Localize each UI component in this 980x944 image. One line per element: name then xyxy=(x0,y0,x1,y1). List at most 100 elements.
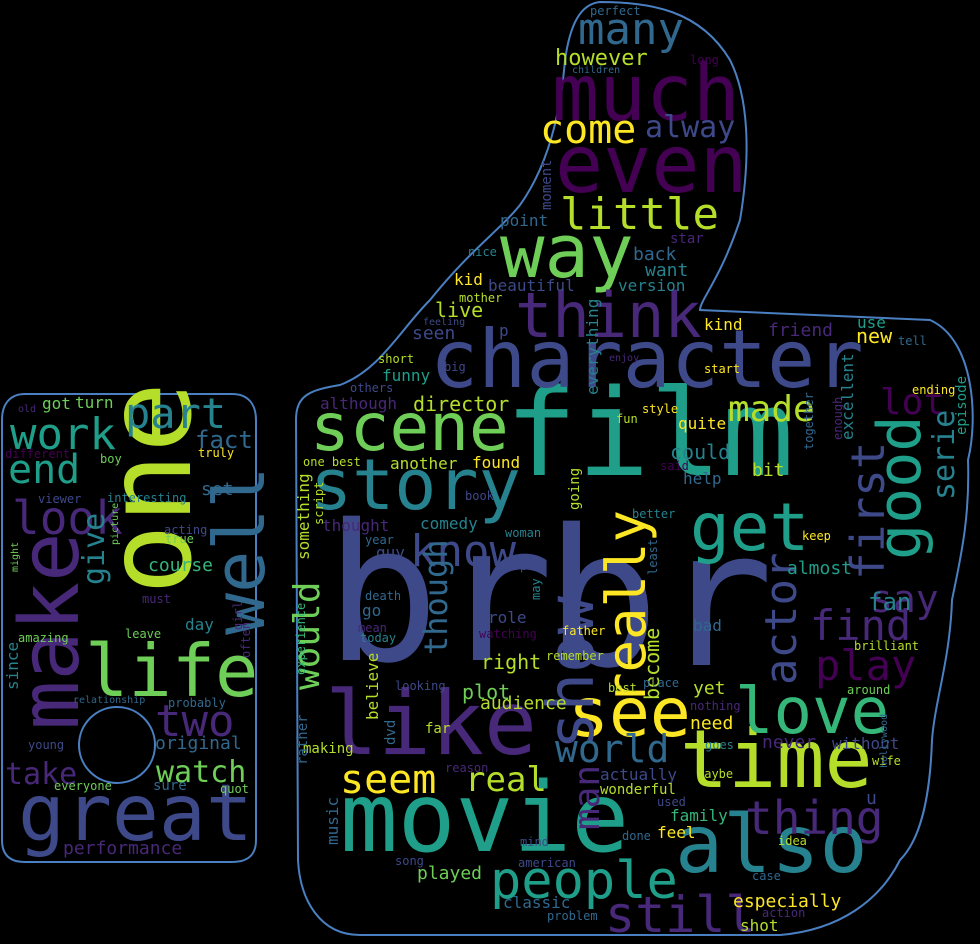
cloud-word-might: might xyxy=(10,541,21,572)
cloud-word-going: going xyxy=(567,467,583,510)
cloud-word-br2: br xyxy=(545,489,774,710)
cloud-word-u: u xyxy=(866,788,877,809)
cloud-word-believe: believe xyxy=(363,652,382,720)
cloud-word-beautiful: beautiful xyxy=(488,276,575,295)
cloud-word-seen: seen xyxy=(412,323,456,344)
cloud-word-look: look xyxy=(12,491,123,545)
cloud-word-together: together xyxy=(802,392,816,450)
cloud-word-fact: fact xyxy=(195,426,253,454)
cloud-word-truly: truly xyxy=(198,446,235,460)
cloud-word-picture: picture xyxy=(110,502,121,545)
cloud-word-played: played xyxy=(417,863,483,884)
cloud-word-sure: sure xyxy=(153,778,187,794)
cloud-word-style: style xyxy=(642,402,679,416)
cloud-word-funny: funny xyxy=(382,366,431,385)
cloud-word-looking: looking xyxy=(395,679,446,693)
cloud-word-scene: scene xyxy=(310,389,509,466)
cloud-word-maybe: maybe xyxy=(697,767,734,781)
cloud-word-tell: tell xyxy=(898,334,927,348)
cloud-word-old: old xyxy=(18,404,37,415)
cloud-word-little: little xyxy=(560,189,719,240)
cloud-word-turn: turn xyxy=(75,393,114,412)
cloud-word-love: love xyxy=(735,675,890,749)
cloud-word-family: family xyxy=(670,806,728,825)
cloud-word-bad: bad xyxy=(693,616,722,635)
cloud-word-many: many xyxy=(578,4,684,55)
cloud-word-know: know xyxy=(410,526,516,577)
cloud-word-feeling: feeling xyxy=(423,317,466,328)
thumb-hand-outline xyxy=(294,0,974,936)
cloud-word-thing: thing xyxy=(745,791,884,845)
cloud-word-life: life xyxy=(85,629,259,713)
cloud-word-fan: fan xyxy=(868,588,912,616)
cloud-word-right: right xyxy=(481,650,542,674)
cloud-word-want: want xyxy=(645,260,689,281)
cloud-word-quite: quite xyxy=(678,414,727,433)
cloud-word-made: made xyxy=(728,389,815,430)
cloud-word-almost: almost xyxy=(787,558,853,579)
cloud-word-everyone: everyone xyxy=(54,779,112,793)
cloud-word-song: song xyxy=(395,854,424,868)
cloud-word-day: day xyxy=(185,615,214,634)
cloud-word-point: point xyxy=(500,211,549,230)
cloud-word-go: go xyxy=(362,601,382,620)
cloud-word-shot: shot xyxy=(740,916,779,935)
cloud-word-rather: rather xyxy=(295,714,311,765)
cloud-word-comedy: comedy xyxy=(420,514,478,533)
cloud-word-remember: remember xyxy=(546,649,604,663)
cloud-word-found: found xyxy=(472,453,521,472)
cloud-word-even: even xyxy=(555,118,748,211)
cloud-word-children: children xyxy=(572,65,621,76)
cloud-word-long: long xyxy=(690,53,719,67)
cloud-word-like: like xyxy=(325,672,537,775)
cloud-word-mean: mean xyxy=(358,621,387,635)
cloud-word-come: come xyxy=(540,107,637,153)
cloud-word-audience: audience xyxy=(480,693,567,714)
cloud-word-boy: boy xyxy=(100,452,122,466)
cloud-word-action: action xyxy=(762,906,806,920)
cloud-word-father: father xyxy=(562,624,606,638)
cloud-word-case: case xyxy=(752,869,781,883)
cloud-word-however: however xyxy=(555,46,648,71)
cloud-word-year: year xyxy=(365,533,394,547)
cloud-word-leave: leave xyxy=(125,627,162,641)
cloud-word-put: put xyxy=(520,559,542,573)
cloud-word-lot: lot xyxy=(880,382,946,423)
cloud-word-everything: everything xyxy=(583,298,602,395)
cloud-word-use: use xyxy=(857,313,886,332)
cloud-word-making: making xyxy=(303,741,354,757)
cloud-word-version: version xyxy=(618,276,686,295)
cloud-word-yet: yet xyxy=(693,678,726,699)
cloud-word-moment: moment xyxy=(539,159,555,210)
cloud-word-place: place xyxy=(643,676,680,690)
cloud-word-give: give xyxy=(77,512,112,585)
cloud-word-seem: seem xyxy=(340,757,437,803)
cloud-word-nothing: nothing xyxy=(690,699,741,713)
cloud-word-course: course xyxy=(148,555,214,576)
cloud-word-guy: guy xyxy=(376,543,405,562)
cloud-word-new: new xyxy=(856,324,893,348)
cloud-word-set: set xyxy=(201,479,234,500)
cloud-word-since: since xyxy=(3,641,22,690)
cloud-word-still: still xyxy=(605,886,756,944)
cloud-word-today: today xyxy=(360,631,397,645)
cloud-word-actually: actually xyxy=(600,765,678,784)
cloud-word-goes: goes xyxy=(705,738,734,752)
cloud-word-play: play xyxy=(815,641,917,690)
cloud-word-help: help xyxy=(683,469,722,488)
cloud-word-woman: woman xyxy=(505,526,542,540)
cloud-word-much: much xyxy=(552,49,740,139)
cloud-word-performance: performance xyxy=(63,838,183,859)
cloud-word-hollywood: hollywood xyxy=(879,713,890,768)
cloud-word-plot: plot xyxy=(462,680,511,704)
cloud-word-movie: movie xyxy=(340,762,629,874)
cloud-word-get: get xyxy=(690,489,810,566)
cloud-word-used: used xyxy=(657,795,686,809)
cloud-word-kind: kind xyxy=(704,315,743,334)
cloud-word-real: real xyxy=(465,760,547,800)
cloud-word-must: must xyxy=(142,592,171,606)
cloud-word-story: story xyxy=(310,444,521,526)
cloud-word-find: find xyxy=(810,601,912,650)
